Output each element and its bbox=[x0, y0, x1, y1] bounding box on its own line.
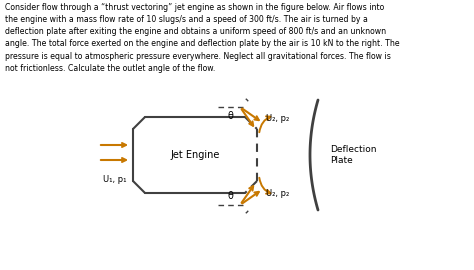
Text: Jet Engine: Jet Engine bbox=[170, 150, 219, 160]
Text: Consider flow through a “thrust vectoring” jet engine as shown in the figure bel: Consider flow through a “thrust vectorin… bbox=[5, 3, 400, 73]
Text: θ: θ bbox=[227, 111, 233, 121]
Text: U₂, p₂: U₂, p₂ bbox=[266, 190, 289, 198]
FancyArrowPatch shape bbox=[259, 116, 270, 132]
FancyArrowPatch shape bbox=[259, 178, 270, 194]
Text: U₁, p₁: U₁, p₁ bbox=[103, 175, 127, 184]
Text: Deflection
Plate: Deflection Plate bbox=[330, 145, 376, 165]
Text: θ: θ bbox=[227, 191, 233, 201]
Text: U₂, p₂: U₂, p₂ bbox=[266, 114, 289, 123]
